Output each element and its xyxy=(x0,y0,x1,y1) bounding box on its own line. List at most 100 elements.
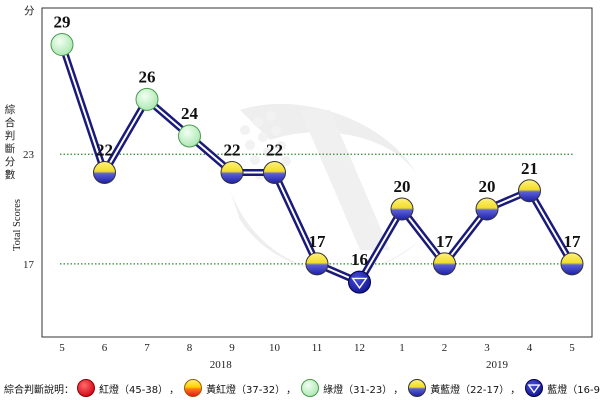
data-point-marker xyxy=(560,252,584,276)
legend-marker xyxy=(525,379,544,397)
data-label: 22 xyxy=(266,141,283,160)
data-label: 20 xyxy=(394,177,411,196)
legend-item-label: 黃藍燈（22-17） xyxy=(430,384,510,396)
x-tick-label: 10 xyxy=(269,342,281,354)
data-point-marker xyxy=(518,179,541,203)
legend-item: 紅燈（45-38）， xyxy=(74,378,181,398)
marker-circle xyxy=(305,252,329,276)
marker-circle xyxy=(433,252,456,276)
marker-circle xyxy=(348,270,371,294)
legend-marker xyxy=(408,379,427,397)
legend-item-label: 紅燈（45-38） xyxy=(99,384,169,396)
legend-item: 黃紅燈（37-32）， xyxy=(181,378,298,398)
y-tick-label: 17 xyxy=(23,259,35,271)
x-tick-label: 6 xyxy=(102,342,108,354)
marker-circle xyxy=(178,124,201,148)
marker-circle xyxy=(184,379,203,397)
data-label: 16 xyxy=(351,250,368,269)
x-tick-label: 7 xyxy=(144,342,150,354)
data-point-marker xyxy=(178,124,201,148)
legend-signal-icon xyxy=(77,379,95,397)
legend: 綜合判斷說明： 紅燈（45-38），黃紅燈（37-32），綠燈（31-23），黃… xyxy=(4,378,600,398)
legend-marker xyxy=(184,379,203,397)
x-tick-label: 5 xyxy=(569,342,575,354)
data-point-marker xyxy=(220,161,244,184)
watermark-logo xyxy=(230,103,420,273)
x-tick-label: 11 xyxy=(312,342,323,354)
signal-markers xyxy=(50,33,584,294)
y-axis-label-zh: 綜合判斷分數 xyxy=(4,104,16,181)
marker-circle xyxy=(560,252,584,276)
legend-signal-icon xyxy=(525,379,544,397)
marker-circle xyxy=(77,379,95,397)
y-tick-labels: 23 17 xyxy=(23,149,35,271)
x-tick-label: 8 xyxy=(187,342,193,354)
legend-signal-icon xyxy=(184,379,203,397)
marker-circle xyxy=(93,161,116,184)
legend-signal-icon xyxy=(301,379,320,397)
year-labels: 2018 2019 xyxy=(210,359,509,371)
legend-separator: ， xyxy=(510,384,521,396)
data-point-marker xyxy=(93,161,116,184)
data-point-marker xyxy=(390,197,414,221)
x-tick-label: 12 xyxy=(354,342,365,354)
data-label: 22 xyxy=(224,141,241,160)
marker-circle xyxy=(263,161,286,184)
x-tick-label: 3 xyxy=(484,342,490,354)
y-tick-label: 23 xyxy=(23,149,35,161)
data-point-marker xyxy=(263,161,286,184)
data-label: 22 xyxy=(96,141,113,160)
x-tick-label: 2 xyxy=(442,342,448,354)
legend-separator: ， xyxy=(286,384,297,396)
data-label: 26 xyxy=(139,67,156,86)
x-tick-label: 1 xyxy=(399,342,405,354)
data-label: 17 xyxy=(309,232,327,251)
data-point-marker xyxy=(305,252,329,276)
data-label: 24 xyxy=(181,104,199,123)
marker-circle xyxy=(525,379,544,397)
plot-border xyxy=(41,7,593,338)
marker-circle xyxy=(518,179,541,203)
marker-circle xyxy=(301,379,320,397)
x-tick-label: 4 xyxy=(527,342,533,354)
legend-item-label: 綠燈（31-23） xyxy=(323,384,393,396)
x-tick-label: 9 xyxy=(229,342,235,354)
x-tick-labels: 5 6 7 8 9 10 11 12 1 2 3 4 5 xyxy=(59,342,575,354)
data-label: 20 xyxy=(479,177,496,196)
data-point-marker xyxy=(50,33,74,57)
unit-label: 分 xyxy=(24,5,35,17)
legend-item: 黃藍燈（22-17）， xyxy=(405,378,522,398)
data-point-marker xyxy=(348,270,371,294)
year-label: 2019 xyxy=(486,359,509,371)
marker-circle xyxy=(135,87,159,111)
marker-circle xyxy=(408,379,427,397)
legend-item-label: 藍燈（16-9） xyxy=(547,384,600,396)
legend-item-label: 黃紅燈（37-32） xyxy=(206,384,286,396)
marker-circle xyxy=(50,33,74,57)
year-label: 2018 xyxy=(210,359,233,371)
data-labels: 29 22 26 24 22 22 17 16 20 17 20 21 17 xyxy=(54,13,582,270)
legend-item: 綠燈（31-23）， xyxy=(298,378,405,398)
x-tick-label: 5 xyxy=(59,342,65,354)
data-point-marker xyxy=(135,87,159,111)
data-label: 29 xyxy=(54,13,71,32)
marker-circle xyxy=(220,161,244,184)
y-axis-label-en: Total Scores xyxy=(12,198,23,252)
legend-separator: ， xyxy=(169,384,180,396)
data-label: 21 xyxy=(521,159,538,178)
marker-triangle xyxy=(351,277,368,290)
legend-signal-icon xyxy=(408,379,427,397)
legend-item: 藍燈（16-9）。 xyxy=(522,378,600,398)
plot-frame xyxy=(41,7,593,338)
legend-marker xyxy=(77,379,95,397)
data-label: 17 xyxy=(564,232,582,251)
marker-triangle xyxy=(527,384,541,394)
data-point-marker xyxy=(433,252,456,276)
marker-circle xyxy=(475,197,499,221)
data-point-marker xyxy=(475,197,499,221)
legend-separator: ， xyxy=(393,384,404,396)
legend-marker xyxy=(301,379,320,397)
legend-title: 綜合判斷說明： xyxy=(4,384,74,396)
marker-circle xyxy=(390,197,414,221)
